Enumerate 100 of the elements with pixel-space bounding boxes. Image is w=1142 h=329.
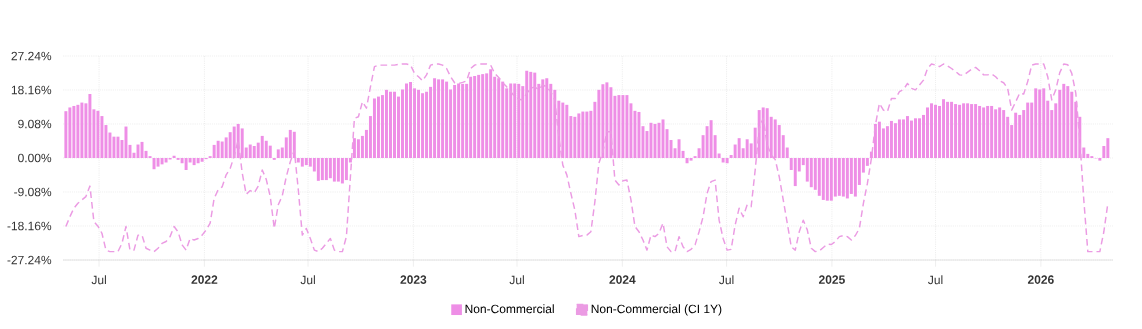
bar [1026, 102, 1030, 158]
bar [324, 158, 328, 181]
bar [164, 158, 168, 163]
bar [625, 95, 629, 158]
bar [497, 78, 501, 158]
bar [445, 81, 449, 158]
bar [433, 78, 437, 158]
bar [88, 93, 92, 158]
bar [248, 144, 252, 158]
bar [893, 123, 897, 158]
bar [409, 81, 413, 158]
bar [144, 150, 148, 158]
bar [897, 119, 901, 158]
bar [260, 135, 264, 158]
bar [877, 121, 881, 158]
bar [909, 120, 913, 158]
bar [914, 118, 917, 158]
bar [72, 105, 76, 158]
bar [384, 89, 388, 158]
bar [417, 89, 421, 158]
bar [192, 158, 196, 166]
bar [817, 158, 821, 196]
bar [200, 158, 204, 162]
x-tick-label: Jul [91, 275, 106, 285]
bar [1034, 88, 1038, 158]
bar [585, 111, 589, 158]
bar [212, 144, 216, 158]
y-tick-label: -18.16% [7, 221, 52, 231]
bar [276, 149, 280, 158]
bar [352, 138, 356, 158]
bar [990, 105, 994, 158]
bar [316, 158, 320, 181]
bar [737, 138, 741, 158]
bar [513, 83, 517, 158]
bar [829, 158, 833, 201]
bar [1038, 89, 1042, 158]
bar [765, 108, 769, 158]
bar [1042, 88, 1046, 158]
bar [986, 105, 990, 158]
bar [545, 78, 549, 158]
bar [196, 158, 200, 164]
bar [372, 98, 376, 158]
bar [156, 158, 160, 167]
bar [773, 119, 777, 158]
bar [112, 136, 116, 158]
x-tick-label: Jul [928, 275, 943, 285]
bar [389, 91, 392, 158]
bar [974, 104, 978, 158]
bar [565, 104, 569, 158]
bar [1106, 138, 1110, 158]
bar [601, 84, 605, 158]
bar [529, 71, 533, 158]
bar [837, 158, 841, 196]
x-tick-label: Jul [509, 275, 524, 285]
bar [934, 104, 938, 158]
bar [517, 83, 521, 158]
bar [340, 158, 344, 184]
bar [709, 120, 713, 158]
bar [833, 158, 837, 197]
bar [541, 79, 545, 158]
bar [901, 119, 905, 158]
bar [725, 158, 729, 164]
bar [825, 158, 829, 201]
legend-label: Non-Commercial (CI 1Y) [591, 304, 722, 316]
bar [64, 111, 68, 158]
bar [268, 145, 272, 158]
bar [1018, 114, 1022, 158]
bar [1066, 86, 1070, 158]
bar [962, 103, 966, 158]
bar [617, 95, 621, 158]
x-tick-label: 2022 [191, 275, 218, 284]
bar [982, 107, 986, 158]
bar [152, 158, 156, 170]
bar [116, 136, 120, 158]
y-tick-label: -27.24% [7, 255, 52, 265]
bar [437, 79, 441, 158]
bar [421, 93, 425, 158]
bar [533, 72, 537, 158]
bar [356, 139, 360, 158]
bar [1002, 110, 1006, 158]
bar [946, 101, 950, 158]
bar [336, 158, 340, 182]
bar [978, 105, 982, 158]
bar [376, 96, 380, 158]
bar [332, 158, 336, 182]
x-tick-label: Jul [719, 275, 734, 285]
bar [509, 83, 513, 158]
bar [853, 158, 857, 197]
bar [296, 158, 300, 163]
bar [849, 158, 853, 194]
bar [425, 91, 429, 158]
bar [950, 101, 954, 158]
bar [216, 140, 220, 158]
bar [954, 104, 958, 158]
bar [300, 158, 304, 167]
bar [525, 70, 529, 158]
bar [481, 74, 485, 158]
bar [501, 81, 505, 158]
bar [573, 116, 577, 158]
x-tick-label: 2023 [400, 275, 427, 284]
